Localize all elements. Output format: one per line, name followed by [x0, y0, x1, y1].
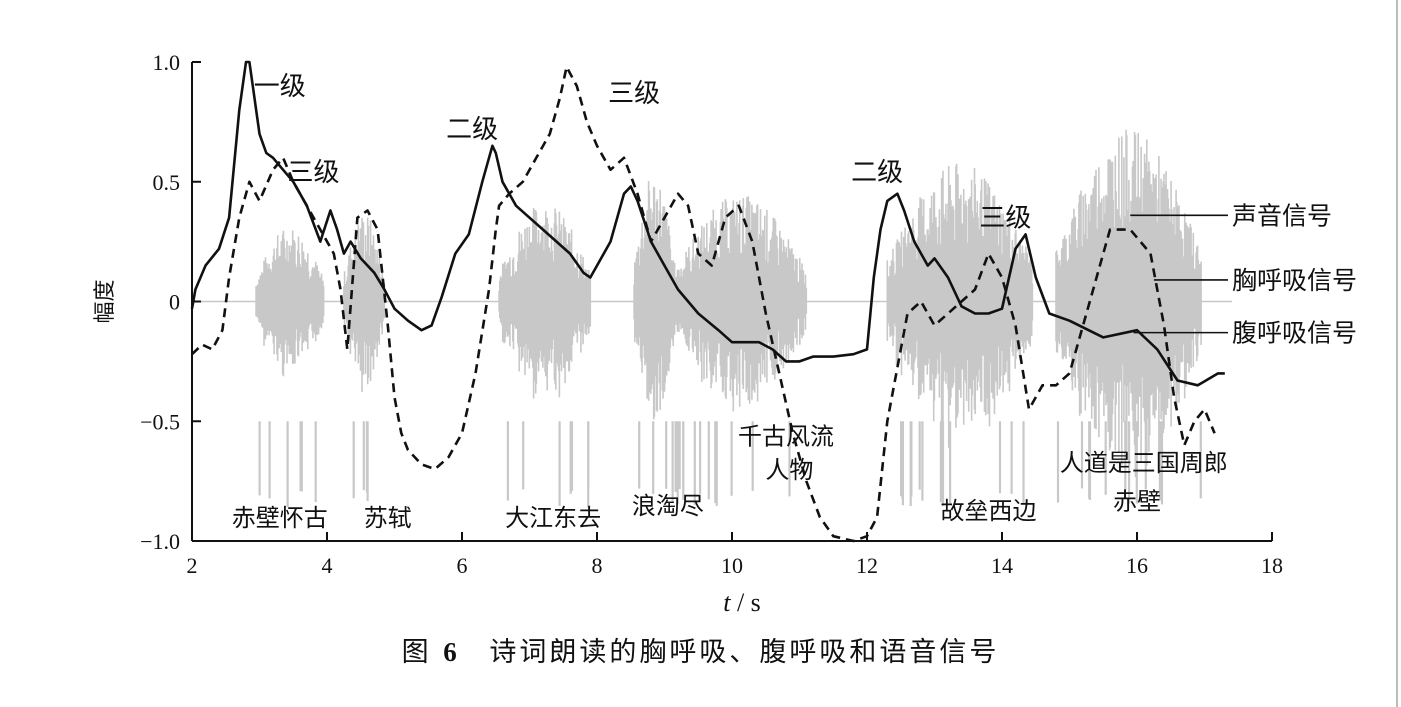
- x-tick-label: 14: [991, 553, 1013, 578]
- lyric-annotation: 浪淘尽: [632, 492, 704, 520]
- sound-segment: [633, 181, 676, 503]
- x-tick-label: 2: [187, 553, 198, 578]
- sound-signal-layer: [255, 129, 1202, 508]
- x-tick-label: 12: [856, 553, 878, 578]
- sound-spike-path: [1056, 421, 1202, 505]
- sound-spike-path: [900, 421, 1025, 507]
- level-annotation: 二级: [851, 158, 903, 188]
- legend-entry: 胸呼吸信号: [1232, 266, 1357, 295]
- axes-layer: 2 4 6 8 10 12 14 16 18 1.0 0.5 0 −0.5 −1.0 t / s 幅度: [93, 50, 1283, 617]
- x-tick-label: 16: [1126, 553, 1148, 578]
- level-annotation: 三级: [287, 158, 339, 188]
- sound-signal-path: [255, 230, 325, 377]
- x-tick-label: 8: [592, 553, 603, 578]
- y-tick-label: 0.5: [153, 170, 181, 195]
- level-annotation: 三级: [608, 79, 660, 109]
- chest-breathing-line: [191, 65, 1216, 543]
- sound-spikes: [900, 421, 1025, 507]
- level-annotation: 二级: [446, 115, 498, 145]
- x-axis-unit: / s: [730, 588, 760, 617]
- caption-number: 6: [443, 637, 460, 667]
- y-tick-label: 0: [169, 290, 180, 315]
- caption-prefix: 图: [401, 637, 432, 668]
- series-layer: [190, 60, 1225, 543]
- sound-spike-path: [674, 421, 791, 506]
- caption-text: 诗词朗读的胸呼吸、腹呼吸和语音信号: [489, 637, 1000, 668]
- sound-spikes: [1056, 421, 1202, 505]
- x-axis-title: t / s: [723, 588, 761, 617]
- legend-entry: 腹呼吸信号: [1232, 319, 1357, 348]
- sound-segment: [498, 208, 592, 508]
- lyric-annotation: 人物: [765, 456, 813, 484]
- x-tick-label: 6: [457, 553, 468, 578]
- lyric-annotation: 大江东去: [505, 504, 601, 532]
- sound-spikes: [638, 421, 674, 503]
- y-tick-label: −0.5: [140, 409, 180, 434]
- level-annotation: 一级: [254, 72, 306, 102]
- sound-spike-path: [506, 421, 590, 508]
- sound-spike-path: [638, 421, 674, 503]
- level-annotation: 三级: [979, 204, 1031, 234]
- sound-segment: [1055, 129, 1202, 505]
- lyric-annotation: 赤壁: [1113, 487, 1161, 515]
- x-tick-label: 10: [721, 553, 743, 578]
- lyric-annotation: 赤壁怀古: [232, 504, 328, 532]
- lyric-annotation: 故垒西边: [941, 497, 1037, 525]
- legend-entry: 声音信号: [1232, 201, 1332, 230]
- figure-caption: 图 6 诗词朗读的胸呼吸、腹呼吸和语音信号: [0, 630, 1401, 669]
- sound-spikes: [352, 421, 369, 501]
- lyric-annotation: 苏轼: [364, 504, 412, 532]
- sound-spikes: [506, 421, 590, 508]
- abdomen-breathing-line: [190, 60, 1225, 387]
- lyric-annotation: 人道是三国周郎: [1060, 449, 1228, 477]
- lyric-annotation: 千古风流: [738, 423, 834, 451]
- sound-spike-path: [258, 421, 317, 508]
- sound-spikes: [674, 421, 791, 506]
- y-axis-title: 幅度: [93, 279, 118, 323]
- sound-signal-path: [673, 196, 808, 412]
- x-tick-label: 4: [322, 553, 333, 578]
- sound-spikes: [258, 421, 317, 508]
- sound-segment: [255, 230, 325, 508]
- x-axis-variable: t: [723, 588, 731, 617]
- y-tick-label: −1.0: [140, 529, 180, 554]
- y-tick-label: 1.0: [153, 50, 181, 75]
- sound-signal-path: [633, 181, 676, 420]
- sound-spike-path: [352, 421, 369, 501]
- sound-signal-path: [498, 208, 592, 399]
- x-tick-label: 18: [1261, 553, 1283, 578]
- page-edge-rule: [1396, 0, 1398, 707]
